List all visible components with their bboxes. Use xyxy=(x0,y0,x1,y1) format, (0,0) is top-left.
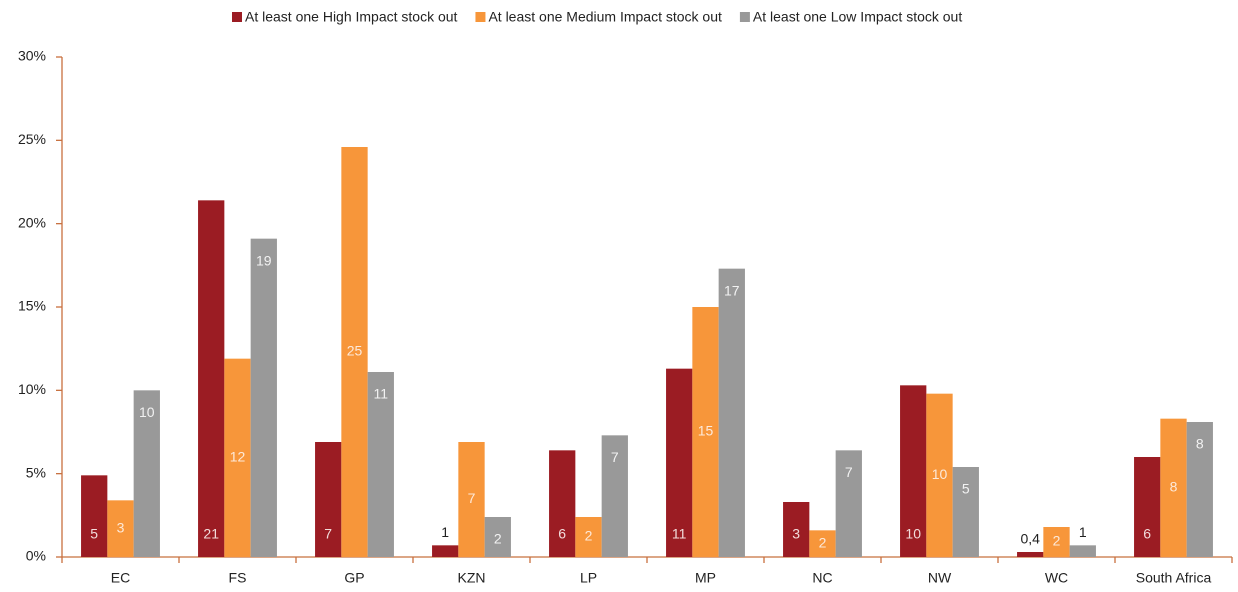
y-tick-label: 5% xyxy=(26,464,46,480)
x-tick-label: WC xyxy=(1045,570,1068,586)
data-label: 5 xyxy=(90,526,98,542)
bar xyxy=(250,238,277,557)
bar xyxy=(458,442,485,557)
bar xyxy=(224,358,251,557)
bar xyxy=(926,393,953,557)
bar xyxy=(900,385,927,557)
x-tick-label: NC xyxy=(812,570,832,586)
data-label: 8 xyxy=(1170,479,1178,495)
bar xyxy=(133,390,160,557)
bar xyxy=(1186,422,1213,557)
data-label: 17 xyxy=(724,282,740,298)
bar xyxy=(835,450,862,557)
bar xyxy=(367,372,394,557)
x-tick-label: NW xyxy=(928,570,952,586)
data-label: 2 xyxy=(585,528,593,544)
data-label: 8 xyxy=(1196,436,1204,452)
legend-label: At least one High Impact stock out xyxy=(245,9,458,25)
x-tick-label: LP xyxy=(580,570,597,586)
bar xyxy=(783,502,810,557)
data-label: 25 xyxy=(347,343,363,359)
data-label: 21 xyxy=(203,526,219,542)
bar xyxy=(1134,457,1161,557)
y-tick-label: 25% xyxy=(18,131,46,147)
bar xyxy=(1043,527,1070,557)
bar xyxy=(549,450,576,557)
x-tick-label: KZN xyxy=(458,570,486,586)
x-tick-label: South Africa xyxy=(1136,570,1212,586)
y-tick-label: 15% xyxy=(18,298,46,314)
legend-label: At least one Low Impact stock out xyxy=(753,9,962,25)
bar xyxy=(198,200,225,558)
bar xyxy=(575,517,602,557)
data-label: 7 xyxy=(324,526,332,542)
bar xyxy=(1017,552,1044,557)
data-label: 6 xyxy=(1143,526,1151,542)
bar xyxy=(107,500,134,557)
data-label: 11 xyxy=(374,386,389,402)
bar xyxy=(1160,418,1187,557)
x-tick-label: GP xyxy=(344,570,364,586)
y-tick-label: 10% xyxy=(18,381,46,397)
data-label: 7 xyxy=(845,464,853,480)
bar xyxy=(952,467,979,557)
bar xyxy=(315,442,342,557)
data-label: 10 xyxy=(932,466,948,482)
data-label: 5 xyxy=(962,481,970,497)
bar xyxy=(81,475,108,557)
bar xyxy=(718,268,745,557)
data-label: 6 xyxy=(558,526,566,542)
x-tick-label: EC xyxy=(111,570,130,586)
bar xyxy=(1069,545,1096,557)
y-tick-label: 20% xyxy=(18,214,46,230)
bar xyxy=(432,545,459,557)
data-label: 19 xyxy=(256,252,272,268)
data-label: 15 xyxy=(698,423,714,439)
legend-swatch xyxy=(475,12,486,22)
data-label: 10 xyxy=(905,526,921,542)
data-label: 0,4 xyxy=(1020,531,1040,547)
bar xyxy=(666,368,693,557)
y-tick-label: 30% xyxy=(18,48,46,64)
data-label: 11 xyxy=(672,526,687,542)
data-label: 2 xyxy=(494,531,502,547)
data-label: 10 xyxy=(139,404,155,420)
data-label: 7 xyxy=(611,449,619,465)
x-tick-label: FS xyxy=(229,570,247,586)
data-label: 12 xyxy=(230,449,246,465)
bar xyxy=(809,530,836,557)
data-label: 3 xyxy=(117,519,125,535)
data-label: 1 xyxy=(441,524,449,540)
data-label: 7 xyxy=(468,490,476,506)
legend-label: At least one Medium Impact stock out xyxy=(488,9,722,25)
data-label: 2 xyxy=(819,534,827,550)
bar xyxy=(692,307,719,557)
legend-swatch xyxy=(232,12,242,22)
x-tick-label: MP xyxy=(695,570,716,586)
data-label: 2 xyxy=(1053,533,1061,549)
data-label: 1 xyxy=(1079,524,1087,540)
y-tick-label: 0% xyxy=(26,548,46,564)
bar xyxy=(341,147,368,557)
legend-swatch xyxy=(739,12,750,22)
bar xyxy=(601,435,628,557)
bar xyxy=(484,517,511,557)
data-label: 3 xyxy=(792,526,800,542)
